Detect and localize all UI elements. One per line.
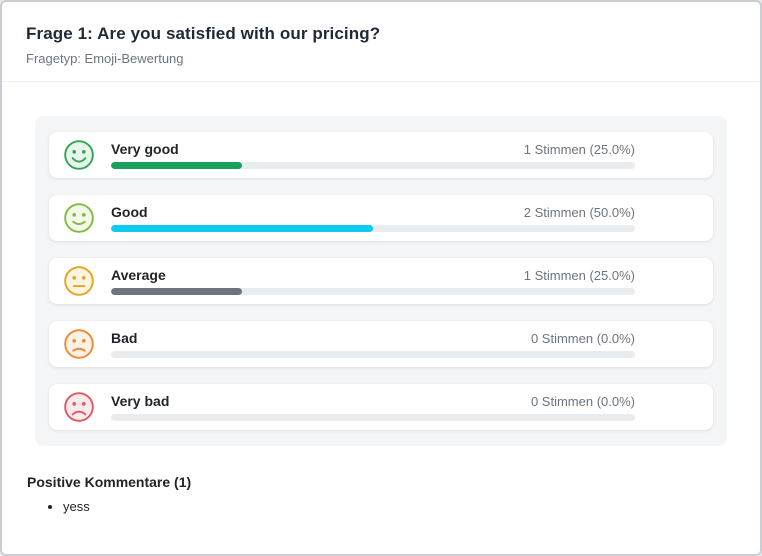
answer-label: Average xyxy=(111,267,166,283)
question-title: Frage 1: Are you satisfied with our pric… xyxy=(26,24,381,43)
votes-count: 1 Stimmen (25.0%) xyxy=(523,142,635,157)
result-content: Good 2 Stimmen (50.0%) xyxy=(111,204,635,232)
very-sad-face-icon xyxy=(62,390,96,424)
answer-label: Very good xyxy=(111,141,179,157)
very-happy-face-icon xyxy=(62,138,96,172)
question-type-subtitle: Fragetyp: Emoji-Bewertung xyxy=(26,51,184,66)
progress-track xyxy=(111,225,635,232)
progress-fill xyxy=(111,162,242,169)
votes-count: 0 Stimmen (0.0%) xyxy=(530,331,635,346)
votes-count: 2 Stimmen (50.0%) xyxy=(523,205,635,220)
result-content: Very bad 0 Stimmen (0.0%) xyxy=(111,393,635,421)
result-row-average: Average 1 Stimmen (25.0%) xyxy=(49,258,713,304)
result-row-very-bad: Very bad 0 Stimmen (0.0%) xyxy=(49,384,713,430)
result-row-very-good: Very good 1 Stimmen (25.0%) xyxy=(49,132,713,178)
result-content: Very good 1 Stimmen (25.0%) xyxy=(111,141,635,169)
answer-label: Bad xyxy=(111,330,138,346)
progress-track xyxy=(111,351,635,358)
result-content: Average 1 Stimmen (25.0%) xyxy=(111,267,635,295)
answer-label: Good xyxy=(111,204,148,220)
progress-fill xyxy=(111,288,242,295)
progress-fill xyxy=(111,225,373,232)
progress-track xyxy=(111,414,635,421)
happy-face-icon xyxy=(62,201,96,235)
comments-title: Positive Kommentare (1) xyxy=(27,474,192,490)
result-content: Bad 0 Stimmen (0.0%) xyxy=(111,330,635,358)
sad-face-icon xyxy=(62,327,96,361)
results-panel: Very good 1 Stimmen (25.0%) xyxy=(35,116,727,446)
votes-count: 1 Stimmen (25.0%) xyxy=(523,268,635,283)
result-row-good: Good 2 Stimmen (50.0%) xyxy=(49,195,713,241)
progress-track xyxy=(111,162,635,169)
votes-count: 0 Stimmen (0.0%) xyxy=(530,394,635,409)
neutral-face-icon xyxy=(62,264,96,298)
progress-track xyxy=(111,288,635,295)
positive-comments-section: Positive Kommentare (1) yess xyxy=(2,446,760,514)
comment-item: yess xyxy=(63,499,735,514)
answer-label: Very bad xyxy=(111,393,170,409)
result-row-bad: Bad 0 Stimmen (0.0%) xyxy=(49,321,713,367)
comments-list: yess xyxy=(27,499,735,514)
question-header: Frage 1: Are you satisfied with our pric… xyxy=(2,2,760,82)
